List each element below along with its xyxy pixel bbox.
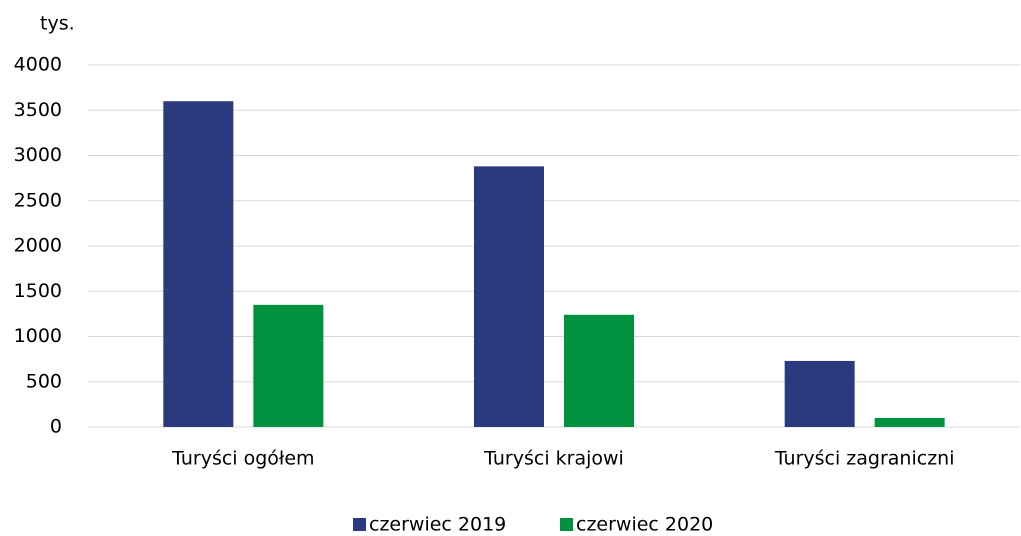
x-tick-label: Turyści krajowi — [483, 448, 624, 470]
y-unit-label: tys. — [40, 13, 75, 35]
bar — [874, 417, 945, 427]
bar — [163, 101, 234, 427]
y-tick-label: 1000 — [14, 325, 62, 347]
legend-swatch — [560, 518, 573, 531]
y-tick-label: 4000 — [14, 54, 62, 76]
y-tick-label: 3500 — [14, 99, 62, 121]
legend-swatch — [353, 518, 366, 531]
x-tick-label: Turyści zagraniczni — [774, 448, 955, 470]
x-tick-label: Turyści ogółem — [171, 448, 314, 470]
y-tick-label: 3000 — [14, 144, 62, 166]
bar — [474, 166, 544, 428]
bar — [253, 304, 324, 427]
y-tick-label: 1500 — [14, 280, 62, 302]
legend-label: czerwiec 2019 — [369, 514, 506, 536]
y-tick-label: 2500 — [14, 189, 62, 211]
bar — [564, 314, 634, 427]
y-tick-label: 500 — [26, 370, 62, 392]
y-tick-label: 0 — [50, 416, 62, 438]
y-tick-label: 2000 — [14, 235, 62, 257]
legend-label: czerwiec 2020 — [576, 514, 713, 536]
bar — [784, 360, 855, 427]
